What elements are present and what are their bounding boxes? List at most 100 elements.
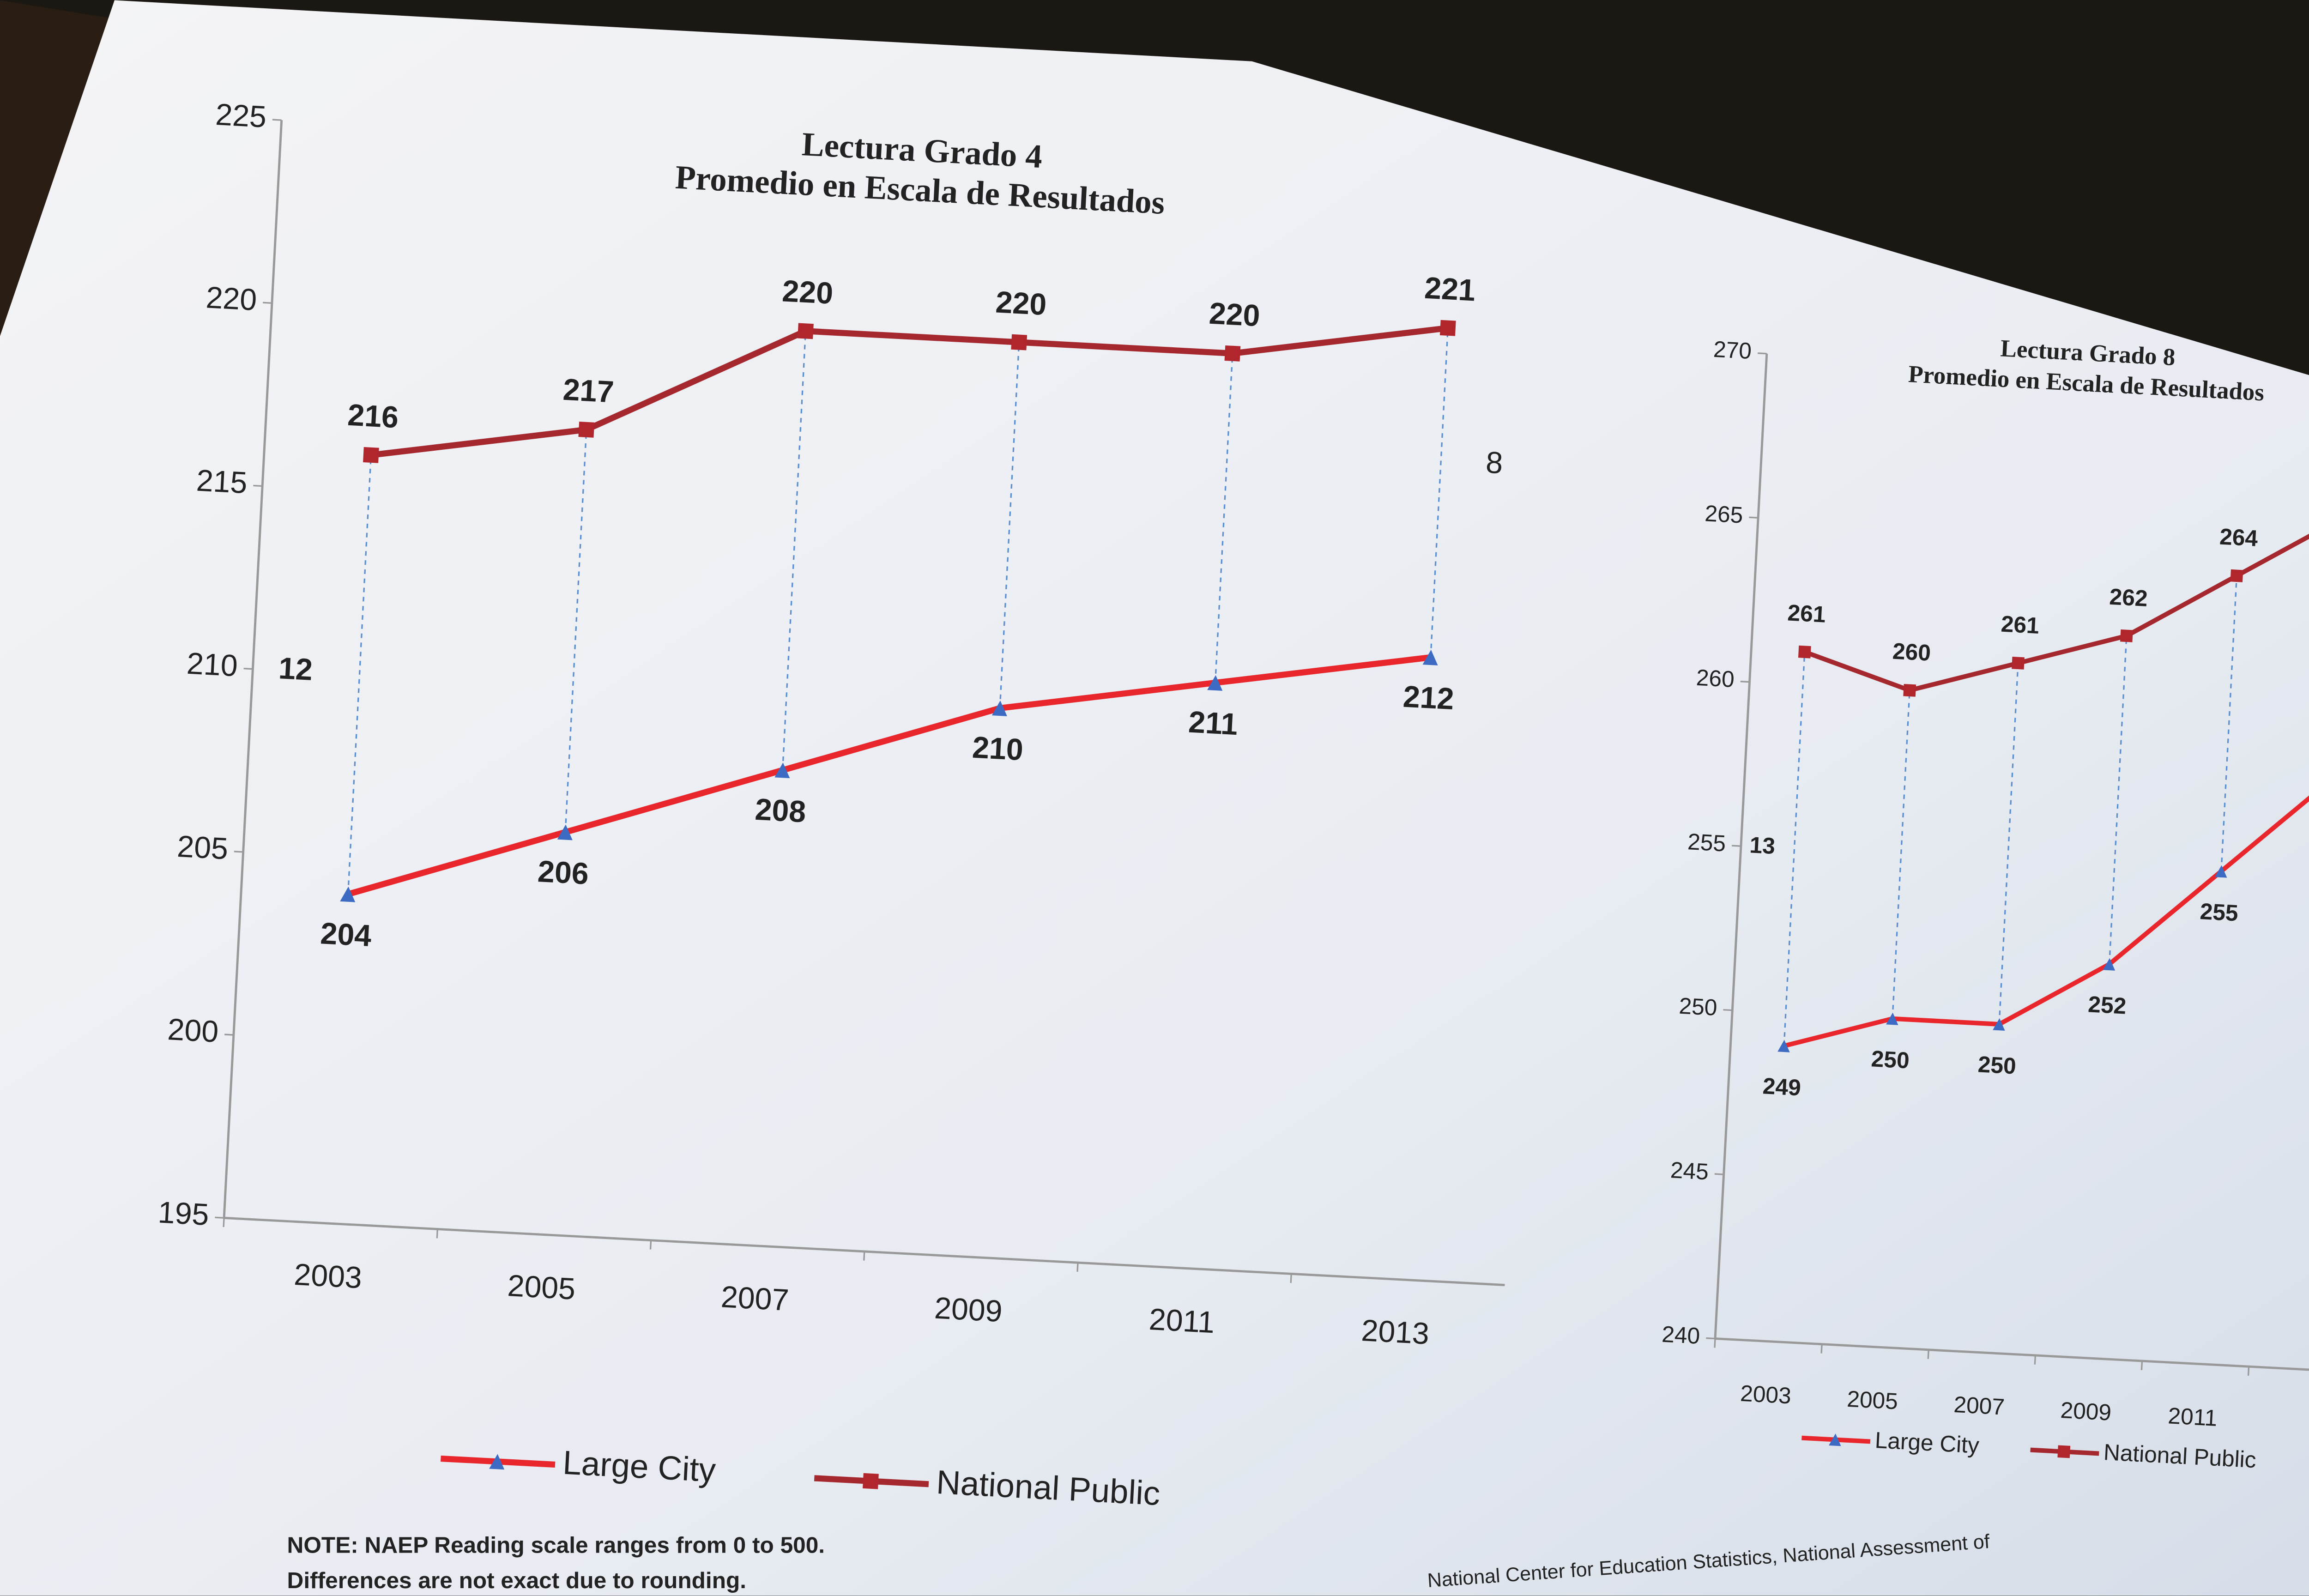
note-line: NOTE: NAEP Reading scale ranges from 0 t… — [287, 1532, 825, 1558]
series-line — [1804, 514, 2309, 693]
legend-label: Large City — [562, 1444, 717, 1489]
y-tick-label: 210 — [186, 647, 239, 683]
marker — [1798, 645, 1811, 659]
x-tick-label: 2007 — [1953, 1391, 2005, 1420]
data-label: 212 — [1402, 680, 1455, 717]
data-label: 216 — [347, 398, 399, 435]
y-tick-label: 265 — [1704, 500, 1744, 528]
legend-marker — [1829, 1433, 1841, 1446]
gap-line — [782, 331, 807, 770]
y-tick-label: 245 — [1670, 1157, 1710, 1185]
y-tick-label: 195 — [157, 1195, 210, 1232]
y-tick-label: 205 — [176, 829, 229, 866]
data-label: 252 — [2087, 991, 2127, 1019]
data-label: 261 — [2001, 611, 2040, 639]
y-tick-label: 200 — [167, 1012, 219, 1049]
marker — [798, 323, 814, 339]
gap-annotation: 13 — [1749, 832, 1776, 859]
y-tick — [263, 302, 272, 304]
x-tick-label: 2013 — [1360, 1313, 1430, 1351]
data-label: 210 — [972, 731, 1024, 768]
legend-marker — [489, 1454, 505, 1470]
marker — [1011, 334, 1028, 351]
x-tick — [1820, 1344, 1823, 1354]
marker — [1439, 320, 1456, 336]
series-line — [1783, 776, 2309, 1048]
series-line — [347, 654, 1431, 897]
x-tick — [2140, 1360, 2143, 1370]
x-tick — [1076, 1263, 1079, 1272]
y-tick-label: 250 — [1678, 993, 1718, 1021]
note-line: Differences are not exact due to roundin… — [287, 1567, 747, 1593]
marker — [1903, 683, 1916, 697]
gap-line — [1430, 328, 1449, 658]
y-tick-label: 220 — [205, 280, 258, 317]
data-label: 220 — [781, 274, 834, 311]
data-label: 220 — [995, 285, 1047, 322]
marker — [1886, 1012, 1898, 1025]
data-label: 221 — [1424, 271, 1476, 308]
marker — [578, 421, 595, 438]
marker — [2012, 656, 2025, 670]
marker — [2230, 569, 2243, 582]
y-tick — [224, 1034, 234, 1036]
data-label: 211 — [1188, 705, 1239, 742]
data-label: 260 — [1892, 638, 1932, 666]
x-tick-label: 2011 — [2167, 1403, 2218, 1431]
y-tick-label: 240 — [1661, 1321, 1701, 1349]
marker — [1993, 1018, 2005, 1031]
data-label: 250 — [1871, 1046, 1910, 1073]
data-label: 249 — [1762, 1073, 1802, 1100]
marker — [2120, 629, 2133, 642]
x-tick-label: 2005 — [1846, 1386, 1898, 1415]
marker — [991, 700, 1007, 716]
y-tick — [215, 1216, 224, 1219]
x-tick-label: 2009 — [2060, 1397, 2112, 1426]
marker — [557, 824, 573, 840]
x-tick-label: 2005 — [507, 1269, 576, 1306]
marker — [774, 762, 790, 779]
data-label: 220 — [1208, 296, 1261, 333]
x-tick-label: 2003 — [1740, 1380, 1792, 1409]
y-tick — [1749, 516, 1759, 519]
data-label: 208 — [754, 792, 807, 829]
legend-marker — [2057, 1445, 2071, 1458]
series-line — [370, 325, 1449, 458]
y-tick — [1706, 1337, 1716, 1340]
y-tick-label: 260 — [1696, 665, 1735, 692]
marker — [1224, 345, 1241, 362]
gap-line — [2220, 575, 2238, 871]
legend-marker — [863, 1473, 879, 1489]
y-tick — [253, 484, 263, 487]
gap-annotation: 8 — [1485, 445, 1504, 480]
data-label: 204 — [320, 916, 372, 953]
x-tick-label: 2009 — [934, 1291, 1003, 1329]
data-label: 250 — [1977, 1051, 2017, 1079]
gap-line — [347, 455, 372, 895]
y-tick-label: 270 — [1713, 336, 1753, 364]
marker — [1207, 675, 1223, 691]
y-tick-label: 225 — [215, 97, 267, 134]
data-label: 206 — [537, 854, 590, 891]
x-tick-label: 2011 — [1148, 1302, 1215, 1340]
marker — [363, 447, 379, 463]
y-tick-label: 215 — [195, 464, 248, 501]
data-label: 261 — [1787, 599, 1826, 627]
marker — [2103, 958, 2116, 971]
x-tick-label: 2003 — [293, 1257, 363, 1295]
data-label: 217 — [562, 373, 615, 410]
gap-line — [564, 429, 587, 833]
y-tick-label: 255 — [1687, 828, 1727, 856]
marker — [1422, 649, 1438, 665]
legend-label: Large City — [1874, 1427, 1980, 1458]
data-label: 262 — [2109, 584, 2148, 611]
marker — [2215, 865, 2227, 878]
data-label: 264 — [2219, 524, 2259, 551]
x-tick-label: 2007 — [720, 1280, 790, 1318]
marker — [340, 886, 356, 902]
data-label: 255 — [2200, 898, 2239, 926]
marker — [1777, 1040, 1790, 1052]
